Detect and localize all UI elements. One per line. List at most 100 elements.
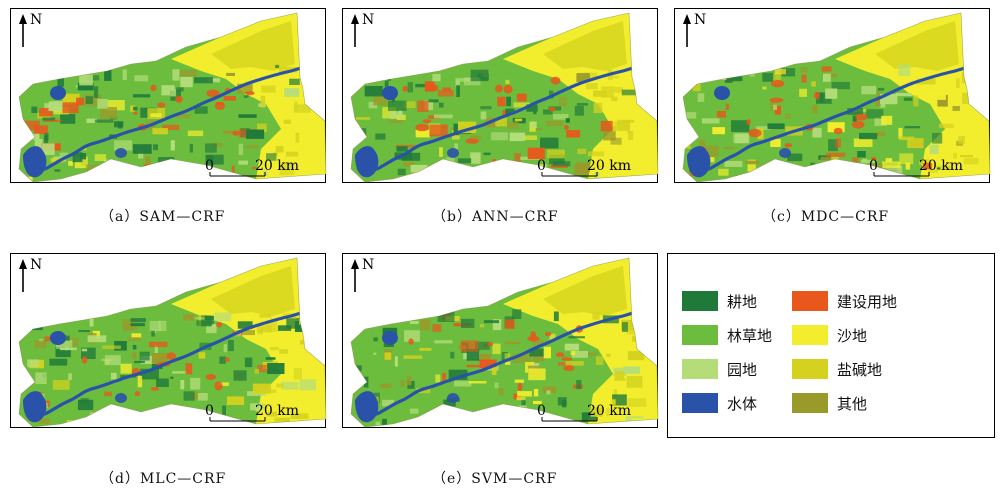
scale-bar: 0 20 km (537, 403, 631, 422)
map-figure-b: N 0 20 km (350, 12, 659, 183)
land-patch (445, 157, 455, 162)
land-patch (145, 177, 152, 182)
land-patch (42, 117, 56, 121)
land-patch (767, 165, 776, 171)
legend-item: 水体 (682, 392, 757, 414)
land-patch (212, 142, 223, 148)
construction-patch (487, 342, 493, 347)
land-patch (176, 87, 184, 92)
land-patch (475, 341, 490, 350)
north-label: N (362, 257, 374, 273)
land-patch (956, 78, 960, 88)
land-patch (857, 151, 866, 158)
land-patch (899, 136, 915, 141)
map-panel-b: N 0 20 km (342, 8, 659, 183)
land-patch (207, 78, 221, 83)
land-patch (94, 154, 107, 161)
north-arrow-head (683, 14, 691, 24)
land-patch (222, 405, 226, 416)
scale-distance-label: 20 km (255, 403, 299, 419)
land-patch (172, 371, 188, 374)
land-patch (150, 113, 162, 118)
land-patch (724, 77, 733, 83)
map-figure-d: N 0 20 km (18, 257, 327, 428)
land-patch (114, 140, 133, 151)
land-patch (454, 143, 458, 150)
region-outline (350, 12, 659, 183)
land-patch (806, 178, 817, 182)
land-patch (688, 64, 706, 73)
land-patch (827, 122, 845, 133)
land-patch (549, 333, 556, 341)
land-patch (86, 118, 97, 123)
construction-patch (503, 84, 513, 94)
land-patch (85, 96, 94, 104)
caption-a: （a）SAM—CRF (100, 209, 226, 225)
land-patch (623, 366, 640, 374)
land-patch (615, 321, 621, 328)
land-patch (34, 340, 47, 349)
construction-patch (495, 84, 503, 93)
land-patch (960, 155, 973, 158)
land-patch (800, 67, 808, 73)
land-patch (64, 346, 69, 351)
land-patch (423, 168, 441, 172)
land-patch (172, 69, 180, 81)
land-patch (151, 330, 155, 337)
legend-item: 建设用地 (792, 290, 897, 312)
land-patch (197, 393, 208, 401)
land-patch (828, 139, 838, 152)
land-patch (158, 320, 167, 331)
land-patch (150, 167, 161, 177)
construction-patch (205, 374, 216, 380)
land-patch (581, 412, 597, 421)
land-patch (454, 381, 472, 387)
land-patch (140, 368, 159, 380)
construction-patch (561, 357, 573, 361)
land-patch (122, 69, 127, 81)
land-patch (276, 383, 284, 388)
land-patch (516, 93, 527, 102)
land-patch (716, 111, 726, 118)
land-patch (432, 324, 442, 332)
land-patch (424, 81, 435, 92)
land-patch (50, 158, 64, 163)
land-patch (603, 131, 616, 141)
land-patch (254, 368, 259, 374)
land-patch (435, 374, 441, 383)
scale-distance-label: 20 km (587, 403, 631, 419)
construction-patch (415, 123, 430, 132)
land-patch (388, 319, 398, 323)
land-patch (876, 91, 882, 98)
land-patch (237, 321, 253, 329)
land-patch (859, 132, 878, 140)
north-arrow-head (19, 14, 27, 24)
land-patch (470, 152, 481, 164)
land-patch (622, 322, 628, 332)
land-patch (460, 340, 479, 352)
legend-label: 园地 (727, 360, 758, 379)
land-patch (226, 72, 235, 76)
land-patch (110, 372, 117, 380)
construction-patch (214, 102, 225, 110)
land-patch (373, 337, 378, 342)
land-patch (928, 168, 938, 173)
north-label: N (30, 257, 42, 273)
caption-b: （b）ANN—CRF (432, 209, 559, 225)
land-patch (404, 101, 416, 108)
land-patch (386, 65, 403, 77)
land-patch (132, 144, 152, 154)
saline-area (543, 266, 627, 316)
land-patch (533, 389, 539, 397)
land-patch (879, 103, 886, 108)
pond (115, 393, 127, 403)
land-patch (44, 133, 49, 141)
land-patch (74, 156, 88, 169)
land-patch (549, 154, 565, 165)
land-patch (566, 130, 581, 138)
land-patch (600, 120, 613, 132)
land-patch (34, 125, 48, 135)
land-patch (238, 160, 248, 165)
construction-patch (851, 120, 865, 129)
land-patch (396, 146, 408, 152)
